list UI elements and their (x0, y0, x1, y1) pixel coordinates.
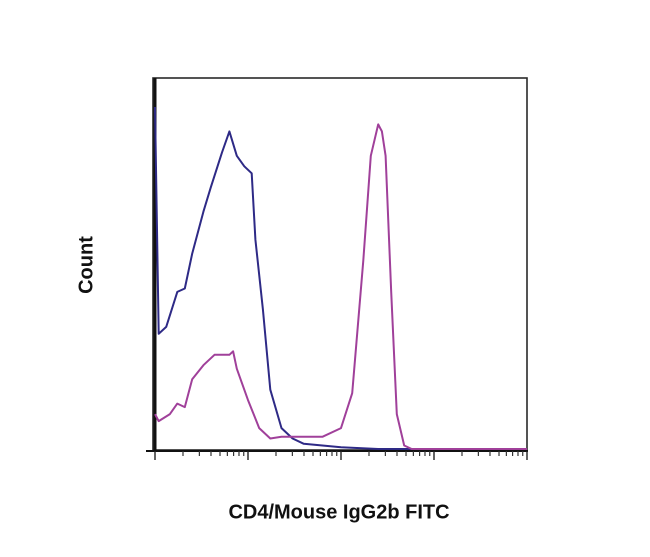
isotype-control-curve (154, 106, 527, 450)
cd4-curve (154, 123, 527, 450)
x-axis-label: CD4/Mouse IgG2b FITC (228, 501, 450, 524)
x-axis-ticks (154, 451, 528, 460)
y-axis-label: Count (75, 236, 98, 294)
plot-frame (152, 77, 528, 451)
